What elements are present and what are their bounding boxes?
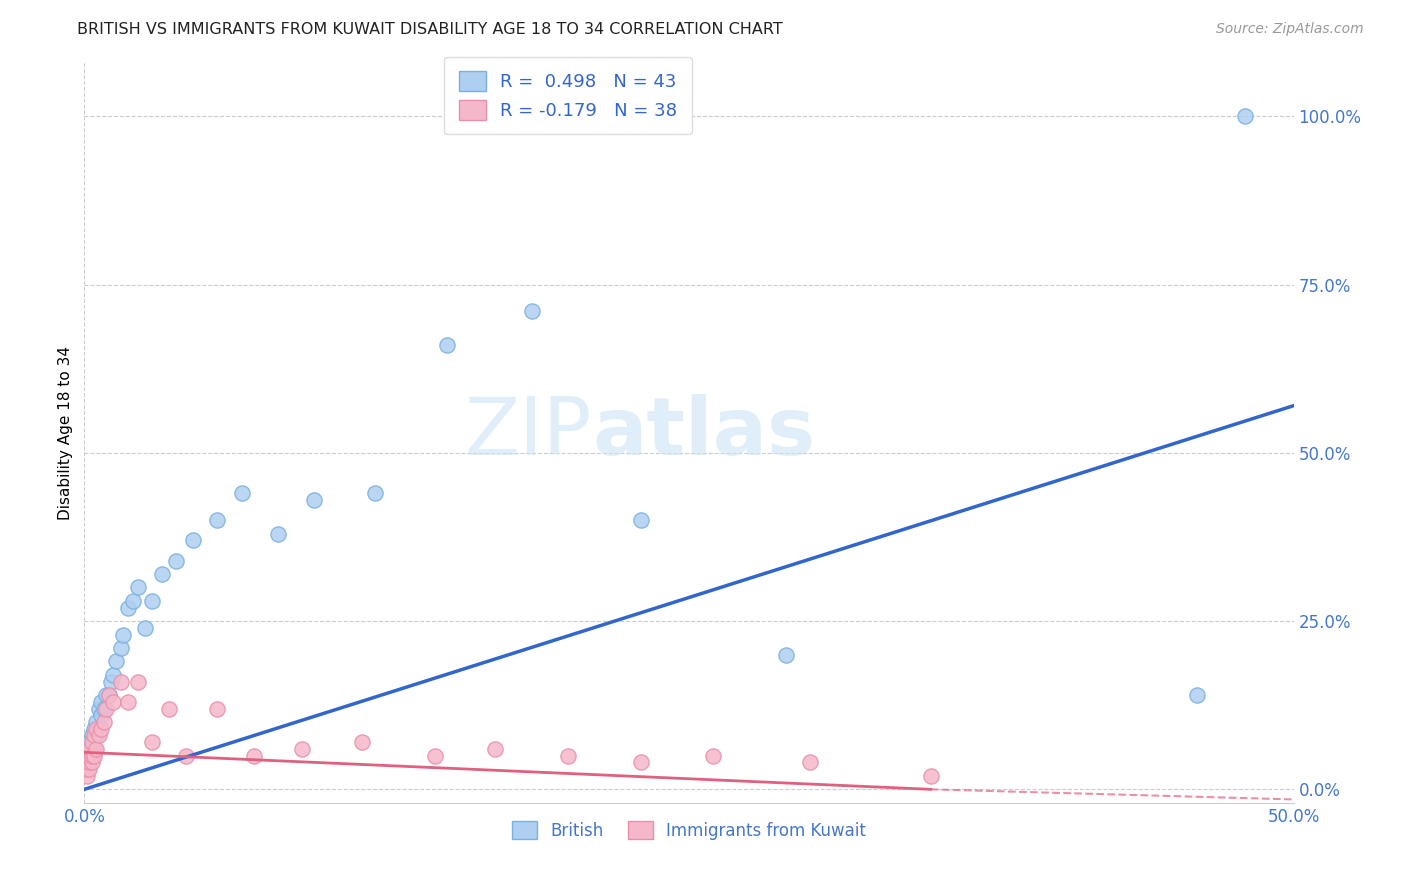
Point: [76, 748, 98, 763]
Point: [86, 742, 108, 756]
Point: [94, 688, 117, 702]
Point: [77, 742, 100, 756]
Point: [117, 600, 139, 615]
Point: [110, 674, 132, 689]
Point: [557, 748, 579, 763]
Text: Source: ZipAtlas.com: Source: ZipAtlas.com: [1216, 22, 1364, 37]
Point: [77, 756, 100, 770]
Point: [97, 688, 120, 702]
Point: [231, 486, 253, 500]
Point: [86, 714, 108, 729]
Point: [93, 714, 115, 729]
Point: [1185, 688, 1208, 702]
Point: [93, 701, 115, 715]
Point: [80, 756, 103, 770]
Point: [121, 594, 143, 608]
Point: [77, 735, 100, 749]
Point: [103, 668, 125, 682]
Point: [76, 758, 98, 772]
Point: [127, 581, 149, 595]
Point: [76, 756, 98, 770]
Point: [76, 748, 98, 763]
Point: [87, 701, 110, 715]
Point: [165, 553, 187, 567]
Point: [207, 701, 229, 715]
Point: [110, 640, 132, 655]
Point: [630, 513, 652, 527]
Point: [267, 526, 290, 541]
Point: [83, 729, 105, 743]
Point: [86, 722, 108, 736]
Point: [174, 748, 197, 763]
Point: [90, 722, 112, 736]
Point: [90, 708, 112, 723]
Point: [76, 769, 98, 783]
Point: [1234, 109, 1257, 123]
Point: [80, 735, 103, 749]
Point: [134, 621, 156, 635]
Point: [80, 729, 103, 743]
Point: [83, 748, 105, 763]
Text: atlas: atlas: [592, 393, 815, 472]
Point: [83, 722, 105, 736]
Point: [775, 648, 797, 662]
Point: [94, 701, 117, 715]
Point: [352, 735, 374, 749]
Point: [86, 729, 108, 743]
Point: [207, 513, 229, 527]
Point: [141, 735, 163, 749]
Point: [157, 701, 180, 715]
Text: ZIP: ZIP: [465, 393, 592, 472]
Point: [76, 756, 98, 770]
Point: [520, 304, 543, 318]
Point: [423, 748, 446, 763]
Point: [127, 674, 149, 689]
Point: [87, 722, 110, 736]
Point: [90, 695, 112, 709]
Point: [117, 695, 139, 709]
Point: [302, 492, 325, 507]
Point: [150, 566, 173, 581]
Point: [141, 594, 163, 608]
Point: [920, 769, 942, 783]
Text: BRITISH VS IMMIGRANTS FROM KUWAIT DISABILITY AGE 18 TO 34 CORRELATION CHART: BRITISH VS IMMIGRANTS FROM KUWAIT DISABI…: [77, 22, 783, 37]
Point: [291, 742, 314, 756]
Point: [100, 674, 122, 689]
Point: [484, 742, 506, 756]
Point: [104, 655, 127, 669]
Point: [242, 748, 264, 763]
Point: [363, 486, 385, 500]
Point: [77, 762, 100, 776]
Point: [87, 729, 110, 743]
Point: [181, 533, 204, 548]
Point: [436, 338, 458, 352]
Point: [76, 762, 98, 776]
Point: [799, 756, 821, 770]
Point: [112, 627, 135, 641]
Point: [77, 748, 100, 763]
Point: [630, 756, 652, 770]
Point: [77, 742, 100, 756]
Point: [80, 748, 103, 763]
Point: [97, 688, 120, 702]
Point: [77, 756, 100, 770]
Point: [103, 695, 125, 709]
Point: [702, 748, 724, 763]
Y-axis label: Disability Age 18 to 34: Disability Age 18 to 34: [58, 345, 73, 520]
Point: [80, 748, 103, 763]
Point: [83, 742, 105, 756]
Legend: British, Immigrants from Kuwait: British, Immigrants from Kuwait: [505, 814, 873, 847]
